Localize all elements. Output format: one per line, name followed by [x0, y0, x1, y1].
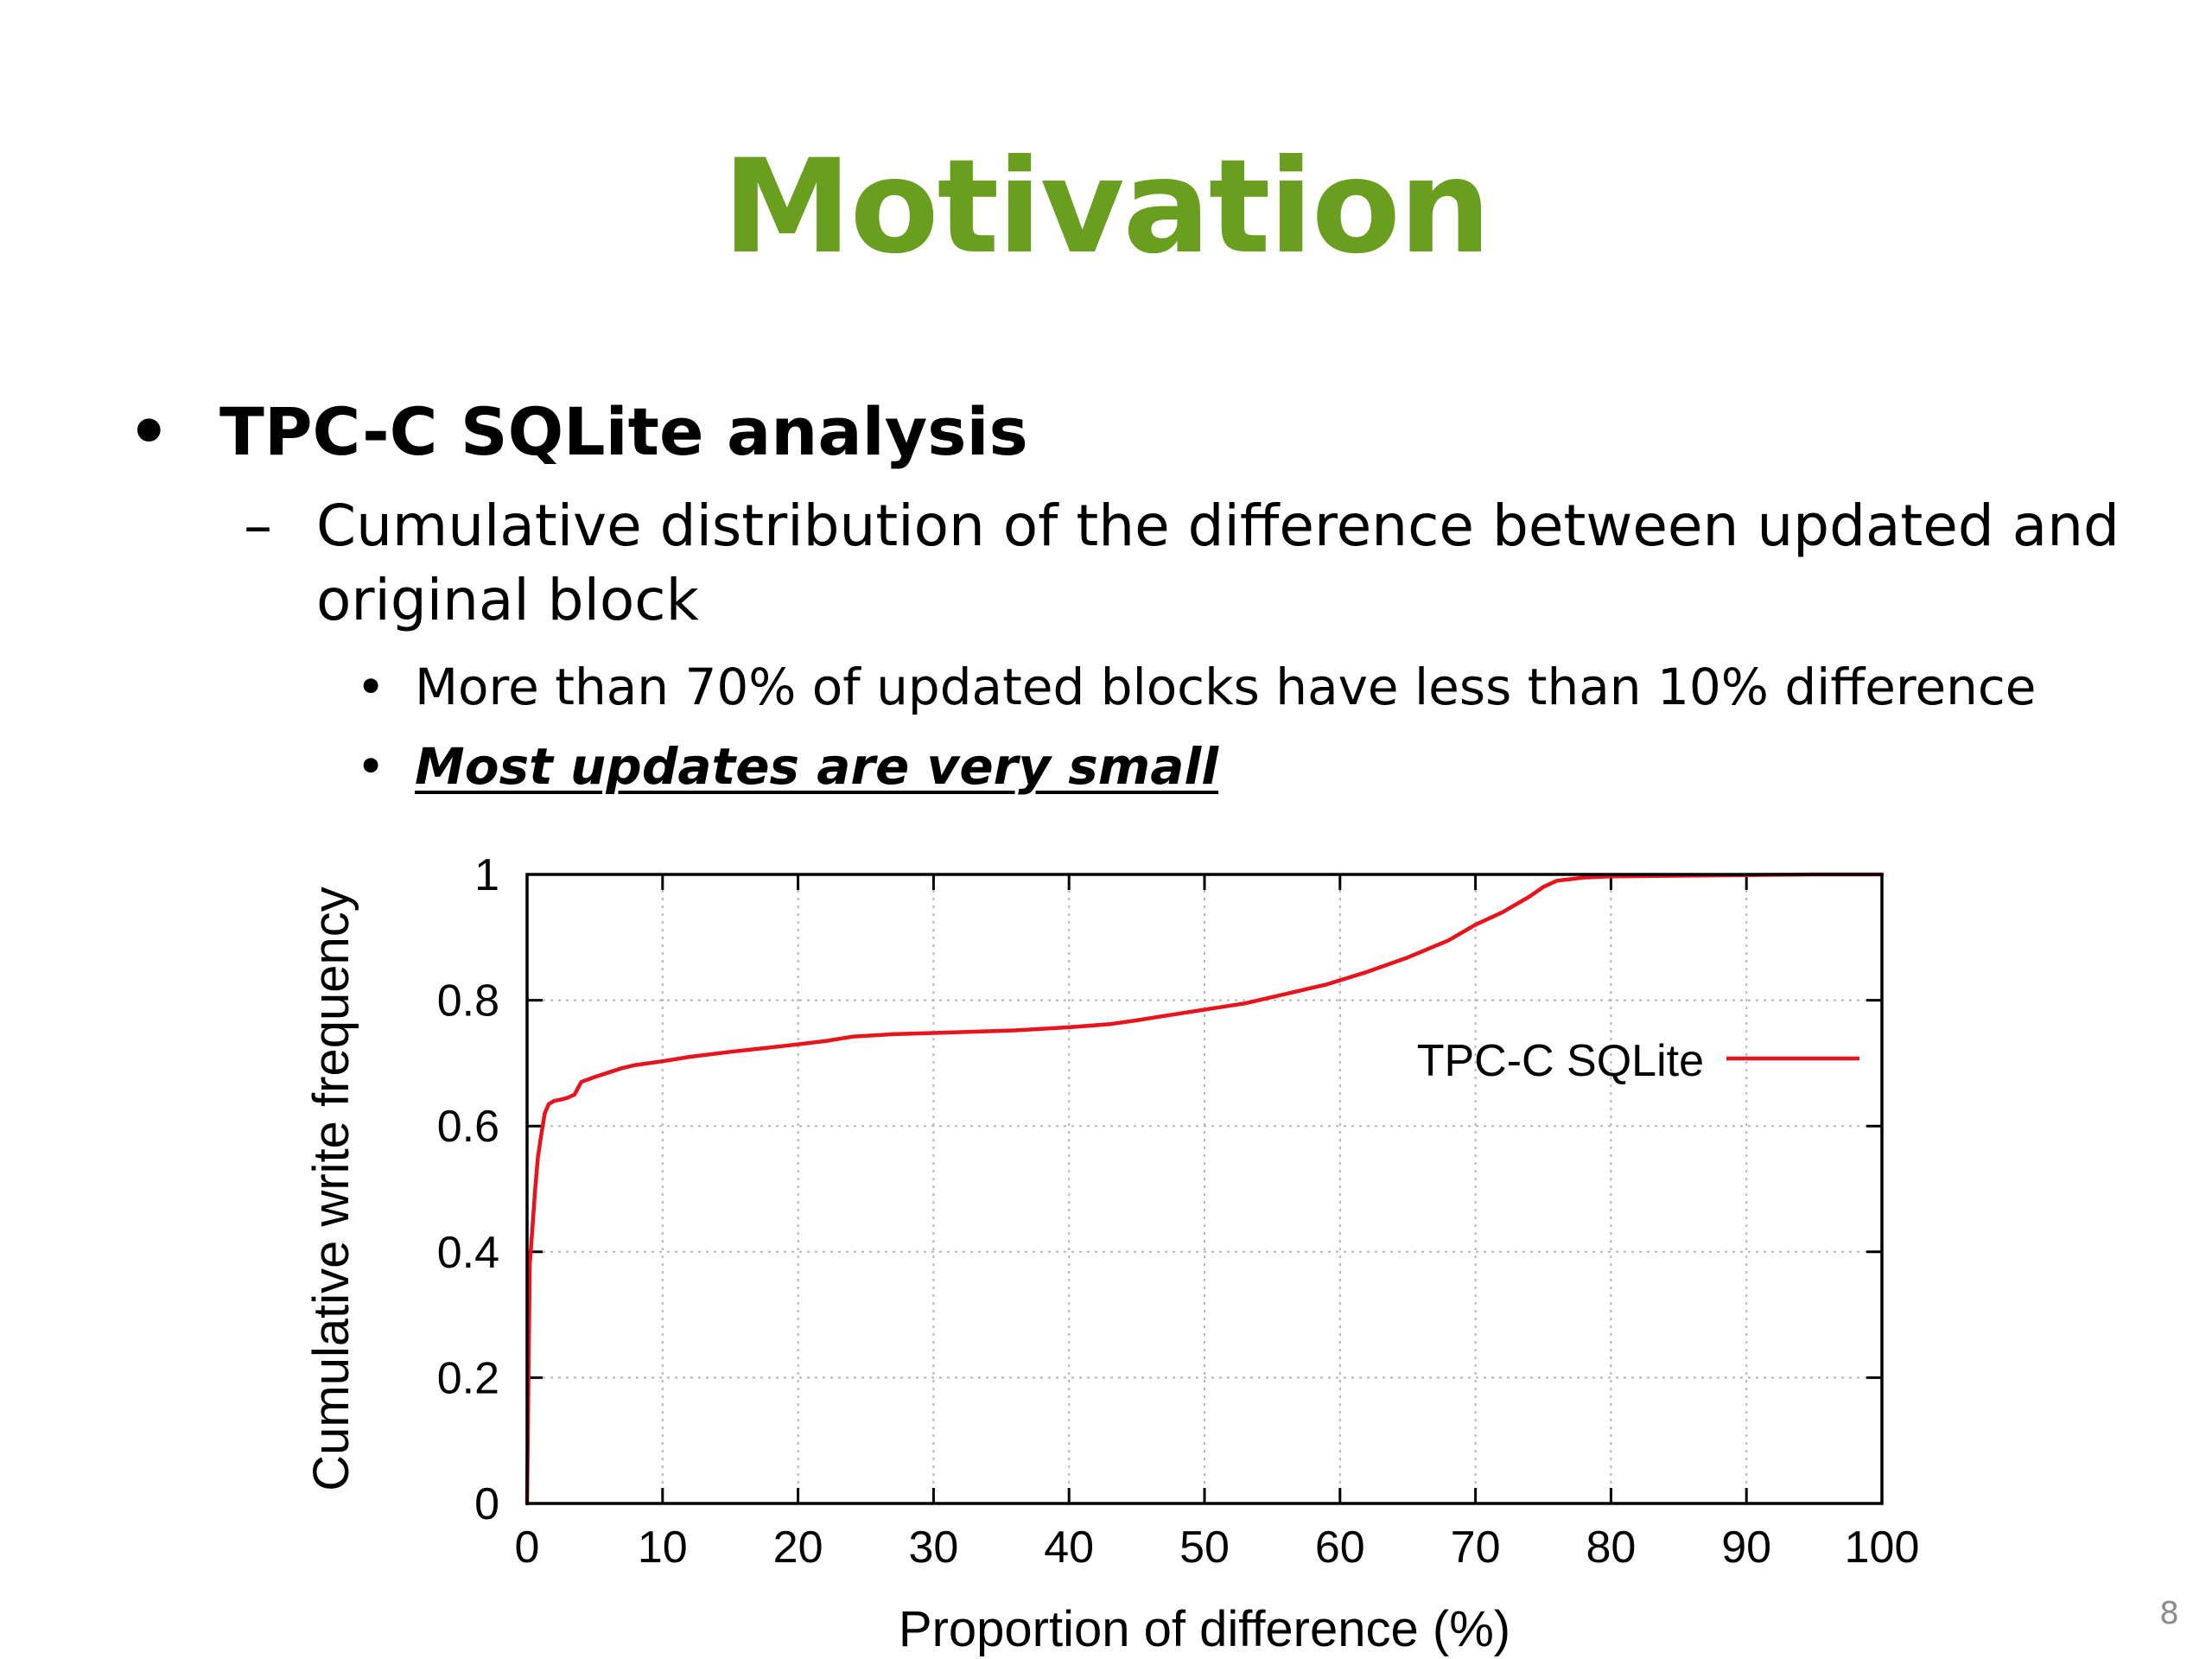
x-tick-label: 70: [1451, 1522, 1501, 1573]
dash-marker: –: [244, 493, 272, 559]
x-tick-label: 20: [773, 1522, 823, 1573]
x-tick-label: 90: [1721, 1522, 1771, 1573]
y-tick-label: 1: [474, 850, 499, 900]
x-tick-label: 80: [1586, 1522, 1636, 1573]
y-tick-label: 0.2: [437, 1353, 499, 1403]
bullet-text-emphasis: Most updates are very small: [415, 737, 1219, 796]
y-tick-label: 0.6: [437, 1102, 499, 1152]
plot-frame: [525, 873, 1884, 1505]
x-tick-label: 30: [908, 1522, 958, 1573]
y-tick-label: 0.4: [437, 1228, 499, 1278]
x-tick-label: 0: [515, 1522, 540, 1573]
x-tick-label: 10: [638, 1522, 688, 1573]
bullet-marker: •: [356, 658, 386, 716]
y-tick-label: 0: [474, 1479, 499, 1529]
bullet-marker: •: [356, 737, 386, 796]
legend-label: TPC-C SQLite: [1417, 1036, 1704, 1086]
y-tick-label: 0.8: [437, 976, 499, 1027]
bullet-text-70-percent: More than 70% of updated blocks have les…: [415, 658, 2037, 716]
y-axis-label: Cumulative write frequency: [303, 887, 359, 1491]
x-tick-label: 100: [1845, 1522, 1920, 1573]
x-tick-label: 40: [1044, 1522, 1094, 1573]
slide-title: Motivation: [722, 132, 1491, 283]
page-number: 8: [2159, 1596, 2179, 1631]
bullet-marker: •: [128, 393, 170, 470]
series-line-tpcc-sqlite: [524, 872, 1885, 1506]
bullet-text-tpcc: TPC-C SQLite analysis: [219, 393, 1028, 470]
x-axis-label: Proportion of difference (%): [899, 1601, 1510, 1657]
x-tick-label: 50: [1179, 1522, 1230, 1573]
x-tick-label: 60: [1315, 1522, 1365, 1573]
bullet-text-cumulative: Cumulative distribution of the differenc…: [316, 493, 2120, 633]
